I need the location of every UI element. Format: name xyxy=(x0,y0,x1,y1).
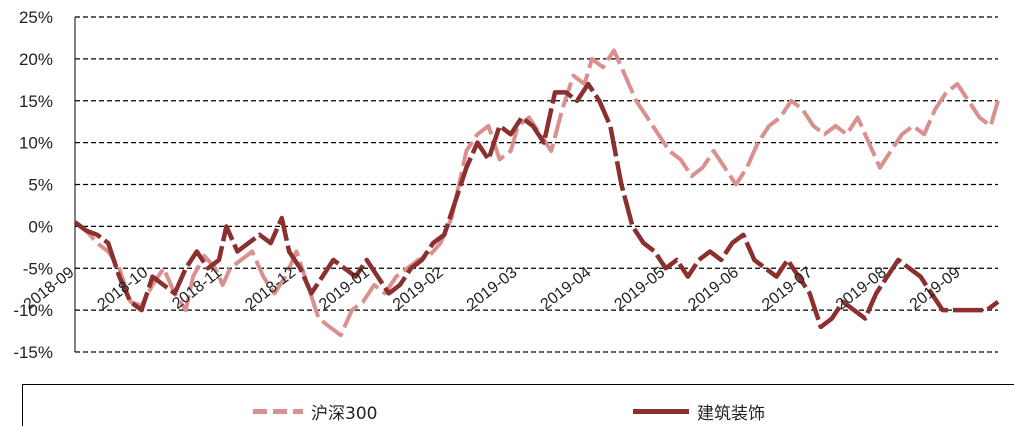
legend-label-hs300: 沪深300 xyxy=(311,404,378,424)
series-line-hs300 xyxy=(73,48,1000,338)
y-tick-label: -15% xyxy=(13,343,53,362)
line-chart: -15%-10%-5%0%5%10%15%20%25%2018-09 2018-1… xyxy=(13,8,1000,362)
legend-item-construction: 建筑装饰 xyxy=(633,399,765,424)
y-tick-label: 0% xyxy=(28,217,53,236)
legend: 沪深300 建筑装饰 xyxy=(22,384,1014,426)
y-tick-label: 5% xyxy=(28,176,53,195)
x-tick-label: 2019-04 xyxy=(538,264,595,314)
y-tick-label: 10% xyxy=(19,134,53,153)
x-tick-label: 2019-03 xyxy=(464,264,521,314)
y-tick-label: 20% xyxy=(19,50,53,69)
legend-label-construction: 建筑装饰 xyxy=(697,404,765,424)
y-tick-label: 25% xyxy=(19,8,53,27)
x-tick-label: 2019-05 xyxy=(611,264,668,314)
y-tick-label: -10% xyxy=(13,301,53,320)
series-line-construction xyxy=(73,81,1000,330)
legend-swatch-hs300 xyxy=(253,409,303,414)
y-tick-label: 15% xyxy=(19,92,53,111)
x-tick-label: 2018-12 xyxy=(242,264,299,314)
legend-item-hs300: 沪深300 xyxy=(253,399,377,424)
legend-swatch-construction xyxy=(633,409,689,414)
y-tick-label: -5% xyxy=(23,259,53,278)
